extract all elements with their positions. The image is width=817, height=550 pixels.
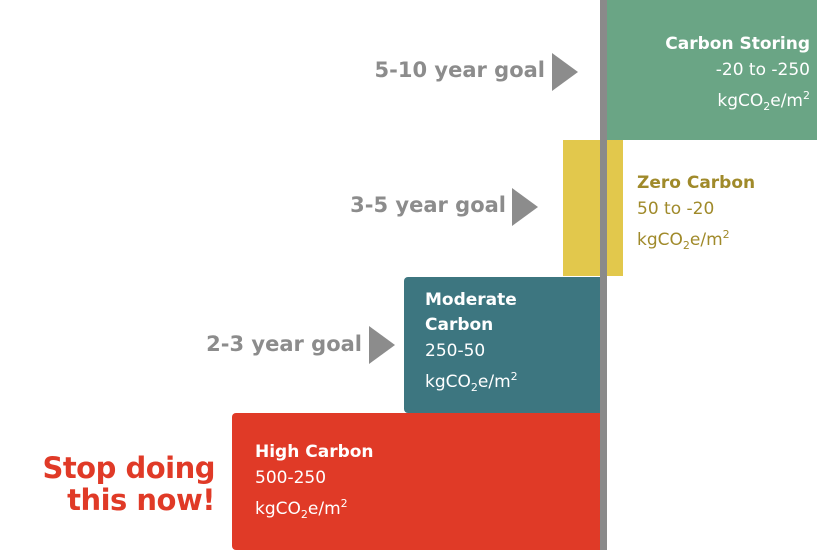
level-text: Zero Carbon 50 to -20 kgCO2e/m2	[637, 170, 755, 259]
goal-arrow	[369, 326, 395, 364]
level-title: Moderate Carbon	[425, 290, 517, 335]
goal-label: 5-10 year goal	[374, 58, 545, 82]
level-text: Carbon Storing -20 to -250 kgCO2e/m2	[665, 31, 810, 120]
level-title: High Carbon	[255, 442, 374, 462]
goal-label: 2-3 year goal	[206, 332, 362, 356]
level-unit: kgCO2e/m2	[665, 83, 810, 120]
level-unit: kgCO2e/m2	[425, 364, 555, 401]
level-range: 500-250	[255, 468, 327, 488]
unit-base: kgCO	[425, 372, 471, 392]
unit-mid: e/m	[770, 91, 803, 111]
unit-base: kgCO	[637, 230, 683, 250]
unit-sub: 2	[470, 381, 478, 394]
unit-sup: 2	[722, 228, 730, 241]
zero-carbon-box	[563, 140, 623, 276]
level-range: -20 to -250	[715, 60, 810, 80]
goal-arrow	[512, 188, 538, 226]
unit-sub: 2	[763, 100, 771, 113]
goal-label: 3-5 year goal	[350, 193, 506, 217]
carbon-storing-box	[607, 0, 817, 140]
warning: Stop doing this now!	[42, 452, 215, 516]
unit-sub: 2	[300, 508, 308, 521]
level-range: 250-50	[425, 341, 486, 361]
level-unit: kgCO2e/m2	[255, 491, 374, 528]
warning-line: this now!	[67, 483, 215, 517]
unit-base: kgCO	[255, 499, 301, 519]
level-unit: kgCO2e/m2	[637, 222, 755, 259]
high-carbon-box	[232, 413, 602, 550]
warning-line: Stop doing	[42, 451, 215, 485]
unit-mid: e/m	[477, 372, 511, 392]
level-title: Carbon Storing	[665, 34, 810, 54]
unit-base: kgCO	[717, 91, 764, 111]
level-range: 50 to -20	[637, 199, 715, 219]
unit-sup: 2	[510, 370, 518, 383]
unit-sup: 2	[803, 89, 810, 102]
unit-mid: e/m	[307, 499, 341, 519]
level-text: High Carbon 500-250 kgCO2e/m2	[255, 439, 374, 528]
unit-mid: e/m	[689, 230, 723, 250]
unit-sub: 2	[682, 239, 690, 252]
goal-arrow	[552, 53, 578, 91]
unit-sup: 2	[340, 497, 348, 510]
moderate-carbon-box	[404, 277, 602, 413]
divider-line	[600, 0, 607, 550]
level-text: Moderate Carbon 250-50 kgCO2e/m2	[425, 288, 555, 401]
level-title: Zero Carbon	[637, 173, 756, 193]
